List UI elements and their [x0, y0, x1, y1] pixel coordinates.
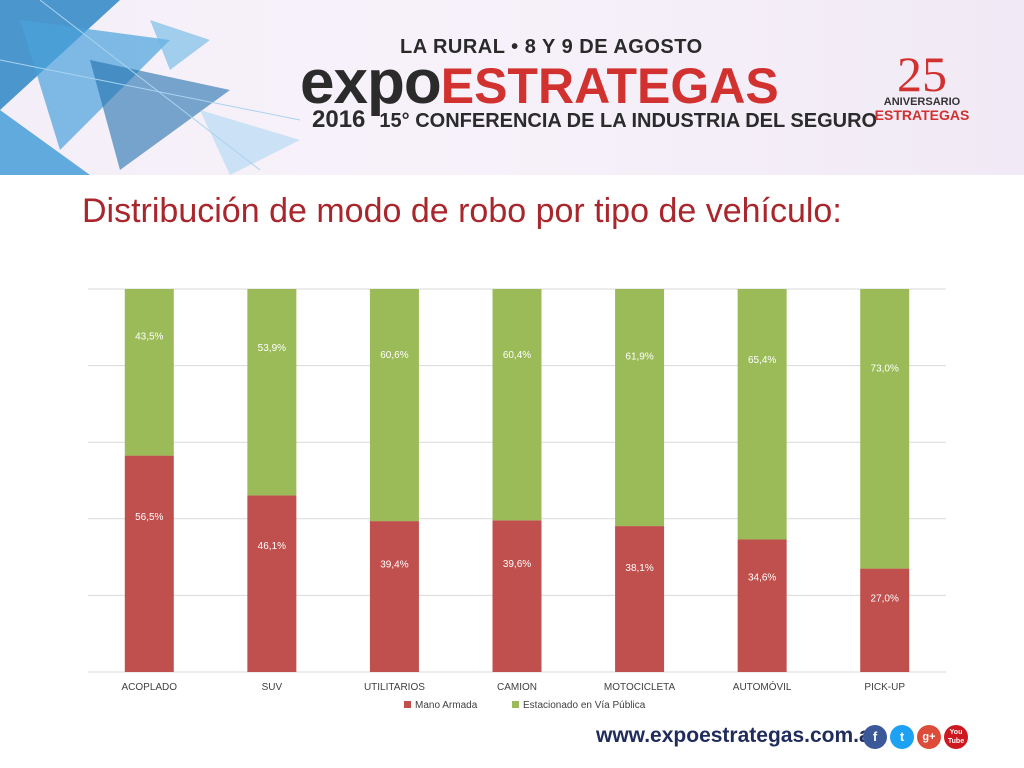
bar-mano-armada-1 [247, 495, 297, 672]
anniversary-label: ANIVERSARIO [883, 96, 961, 108]
bar-estacionado-6 [860, 289, 910, 569]
legend-label: Estacionado en Vía Pública [523, 700, 646, 711]
bar-mano-armada-4 [615, 526, 665, 672]
legend-swatch [404, 701, 411, 708]
youtube-icon[interactable]: You Tube [944, 725, 968, 749]
decorative-triangles [0, 0, 301, 175]
data-label: 53,9% [258, 343, 286, 354]
bar-mano-armada-2 [369, 521, 419, 672]
legend-label: Mano Armada [415, 700, 478, 711]
data-label: 39,4% [380, 559, 408, 570]
data-label: 73,0% [871, 363, 899, 374]
bar-estacionado-4 [615, 289, 665, 527]
bar-mano-armada-5 [737, 539, 787, 672]
bar-mano-armada-0 [124, 455, 174, 672]
data-label: 27,0% [871, 594, 899, 605]
bar-estacionado-1 [247, 289, 297, 496]
logo-expo: expo [300, 48, 442, 117]
data-label: 61,9% [625, 351, 653, 362]
bar-estacionado-0 [124, 289, 174, 456]
bar-mano-armada-6 [860, 568, 910, 672]
category-label: AUTOMÓVIL [733, 680, 792, 693]
category-label: ACOPLADO [121, 682, 177, 693]
category-label: UTILITARIOS [364, 682, 425, 693]
bar-estacionado-5 [737, 289, 787, 540]
bar-estacionado-3 [492, 289, 542, 521]
header-banner: LA RURAL • 8 Y 9 DE AGOSTO expoESTRATEGA… [0, 0, 1024, 175]
anniversary-brand: ESTRATEGAS [874, 107, 970, 123]
category-label: MOTOCICLETA [604, 682, 676, 693]
anniversary-number: 25 [897, 46, 947, 102]
slide-title: Distribución de modo de robo por tipo de… [82, 192, 842, 230]
data-label: 38,1% [625, 563, 653, 574]
data-label: 34,6% [748, 573, 776, 584]
twitter-icon[interactable]: t [890, 725, 914, 749]
data-label: 43,5% [135, 332, 163, 343]
category-label: CAMION [497, 682, 537, 693]
event-logo: expoESTRATEGAS [300, 52, 779, 114]
category-label: SUV [262, 682, 283, 693]
bar-estacionado-2 [369, 289, 419, 522]
anniversary-badge: 25 ANIVERSARIO ESTRATEGAS [872, 46, 972, 123]
footer-url[interactable]: www.expoestrategas.com.ar [596, 724, 879, 747]
data-label: 46,1% [258, 541, 286, 552]
legend-swatch [512, 701, 519, 708]
facebook-icon[interactable]: f [863, 725, 887, 749]
conference-title: 15° CONFERENCIA DE LA INDUSTRIA DEL SEGU… [379, 110, 878, 132]
logo-estrategas: ESTRATEGAS [440, 58, 779, 114]
event-year: 2016 [312, 106, 366, 133]
data-label: 60,4% [503, 350, 531, 361]
event-subtitle: LA RURAL • 8 Y 9 DE AGOSTO [400, 36, 703, 58]
data-label: 60,6% [380, 350, 408, 361]
google-plus-icon[interactable]: g+ [917, 725, 941, 749]
category-label: PICK-UP [864, 682, 905, 693]
data-label: 65,4% [748, 355, 776, 366]
data-label: 39,6% [503, 559, 531, 570]
data-label: 56,5% [135, 512, 163, 523]
year-line: 2016 15° CONFERENCIA DE LA INDUSTRIA DEL … [312, 106, 877, 134]
bar-mano-armada-3 [492, 520, 542, 672]
